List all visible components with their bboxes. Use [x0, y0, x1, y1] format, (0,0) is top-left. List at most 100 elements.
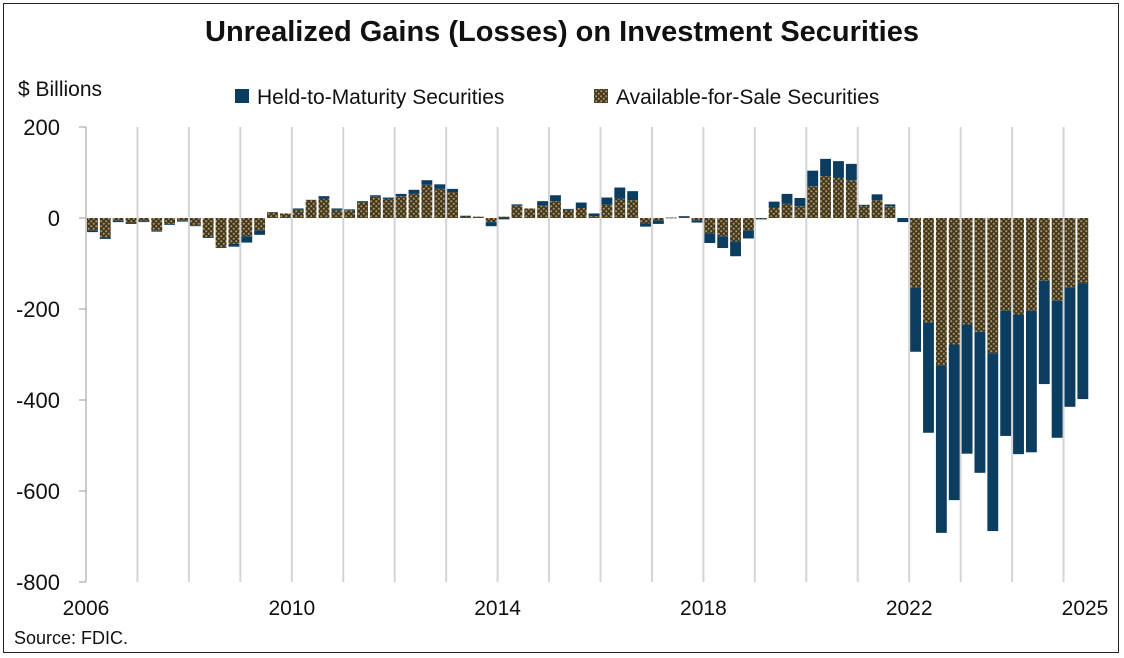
bar-htm [87, 230, 98, 233]
bar-htm [164, 223, 176, 225]
bar-afs [550, 201, 561, 218]
bar-htm [1077, 283, 1089, 400]
bar-htm [1064, 287, 1076, 407]
bar-afs [1064, 218, 1076, 288]
bar-htm [627, 191, 639, 201]
bar-afs [691, 218, 703, 221]
y-tick-label: 0 [48, 206, 60, 231]
bar-htm [112, 220, 124, 223]
bar-afs [189, 218, 201, 226]
bar-htm [910, 287, 922, 352]
bar-htm [730, 241, 741, 257]
bar-afs [434, 188, 446, 218]
bar-afs [627, 200, 639, 218]
bar-afs [768, 207, 780, 218]
bar-afs [305, 199, 317, 218]
bar-htm [447, 188, 459, 193]
bar-htm [884, 204, 896, 207]
legend-swatch-htm [235, 89, 249, 103]
source-note: Source: FDIC. [14, 628, 128, 648]
bar-afs [395, 196, 407, 218]
bar-afs [833, 177, 844, 218]
bar-htm [99, 237, 111, 239]
bar-htm [511, 204, 523, 206]
bar-htm [640, 223, 651, 227]
bar-htm [871, 194, 883, 201]
legend-label-afs: Available-for-Sale Securities [616, 86, 879, 109]
bar-afs [871, 200, 883, 218]
bar-afs [678, 216, 690, 218]
bar-htm [177, 220, 188, 222]
bar-afs [292, 209, 304, 218]
y-tick-label: 200 [23, 115, 60, 140]
y-tick-label: -600 [16, 479, 60, 504]
bar-htm [1000, 310, 1012, 436]
bar-htm [434, 184, 446, 189]
bar-afs [588, 216, 600, 218]
bar-afs [164, 218, 176, 224]
bar-htm [897, 218, 909, 223]
bar-htm [742, 230, 754, 239]
bar-htm [974, 331, 986, 473]
bar-htm [408, 189, 420, 194]
bar-afs [524, 208, 536, 218]
bar-htm [228, 243, 240, 247]
bar-afs [267, 212, 278, 218]
bar-htm [421, 180, 433, 185]
bar-htm [1025, 310, 1037, 453]
bar-htm [652, 220, 664, 224]
bar-afs [910, 218, 922, 288]
bar-afs [344, 210, 356, 218]
y-tick-label: -200 [16, 297, 60, 322]
bar-htm [537, 201, 549, 206]
bar-htm [678, 216, 690, 217]
bar-htm [562, 208, 574, 210]
bar-htm [588, 213, 600, 217]
bar-afs [511, 205, 523, 218]
bar-htm [550, 195, 561, 202]
bar-afs [357, 202, 368, 218]
y-axis-label: $ Billions [18, 78, 102, 101]
legend-label-htm: Held-to-Maturity Securities [257, 86, 504, 109]
bar-htm [935, 365, 947, 533]
bar-htm [369, 195, 381, 197]
bar-afs [884, 206, 896, 218]
y-tick-label: -800 [16, 570, 60, 595]
bar-afs [987, 218, 999, 354]
bar-afs [820, 176, 832, 218]
bar-afs [575, 207, 587, 218]
bar-afs [87, 218, 98, 231]
bar-afs [254, 218, 266, 231]
bar-afs [1038, 218, 1050, 281]
bar-afs [1077, 218, 1089, 284]
bar-afs [1051, 218, 1063, 301]
bar-htm [781, 193, 793, 204]
bar-htm [292, 208, 304, 210]
bar-htm [923, 322, 934, 433]
bar-htm [858, 204, 870, 206]
bar-afs [177, 218, 188, 221]
bar-afs [421, 184, 433, 218]
bar-afs [241, 218, 253, 237]
bar-afs [730, 218, 741, 242]
bar-htm [254, 230, 266, 235]
bar-htm [987, 353, 999, 532]
bar-afs [228, 218, 240, 244]
bar-afs [138, 218, 150, 222]
bar-htm [395, 193, 407, 197]
bar-afs [1025, 218, 1037, 311]
bar-afs [742, 218, 754, 231]
bar-htm [833, 161, 844, 178]
bar-htm [331, 208, 343, 210]
bar-afs [704, 218, 716, 234]
bar-afs [112, 218, 124, 221]
bar-afs [498, 216, 510, 218]
bar-afs [279, 213, 291, 218]
bar-htm [961, 324, 973, 454]
bar-afs [99, 218, 111, 238]
bar-afs [665, 217, 677, 219]
bar-afs [382, 198, 394, 218]
bar-afs [485, 218, 497, 223]
